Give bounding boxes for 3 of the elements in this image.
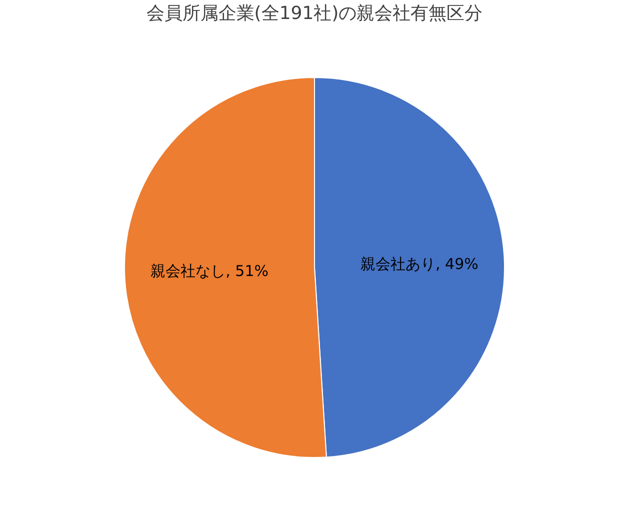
slice-label: 親会社あり, 49%: [360, 255, 478, 274]
slice-label: 親会社なし, 51%: [150, 262, 268, 280]
chart-title: 会員所属企業(全191社)の親会社有無区分: [146, 3, 483, 24]
